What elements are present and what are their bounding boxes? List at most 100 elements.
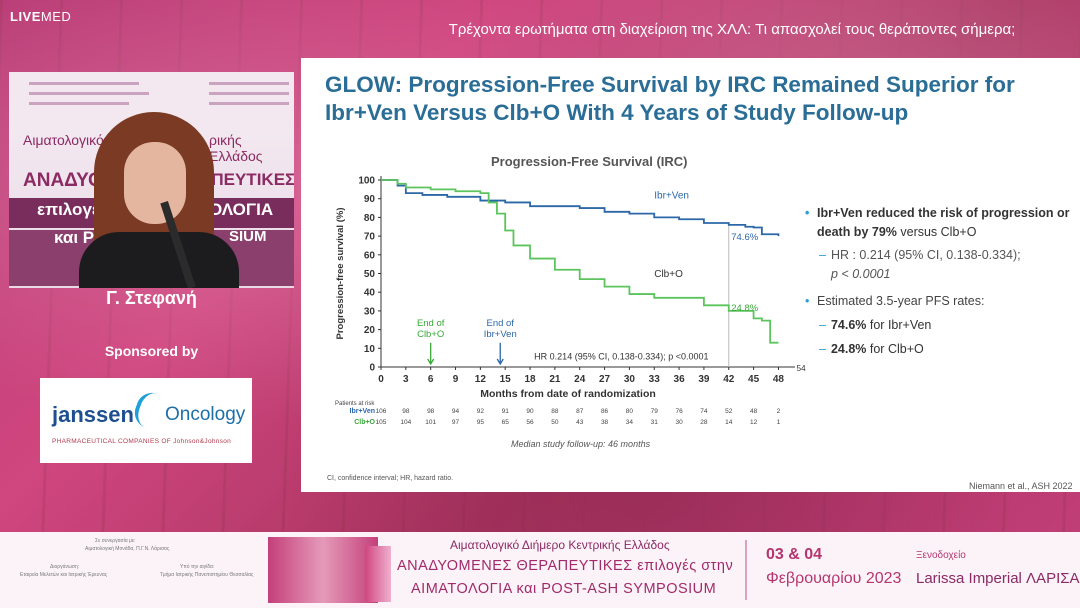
risk-cell: 94: [452, 408, 460, 415]
arrow-down-icon: [496, 342, 504, 366]
x-tick-label: 27: [599, 374, 611, 385]
footer-small-text: Τμήμα Ιατρικής Πανεπιστημίου Θεσσαλίας: [160, 572, 254, 578]
risk-cell: 48: [750, 408, 758, 415]
arrow-down-icon: [427, 342, 435, 366]
backdrop-text: ΟΛΟΓΙΑ: [209, 200, 274, 219]
rate-value: 24.8%: [830, 342, 867, 356]
risk-cell: 34: [626, 419, 634, 426]
livemed-logo: LIVEMED: [10, 9, 72, 24]
x-tick-label: 15: [500, 374, 512, 385]
footer-date-month: Φεβρουαρίου 2023: [766, 570, 902, 587]
risk-cell: 101: [425, 419, 436, 426]
y-tick-label: 40: [364, 288, 376, 299]
risk-cell: 2: [777, 408, 781, 415]
risk-cell: 56: [526, 419, 534, 426]
risk-cell: 86: [601, 408, 609, 415]
end-ibr-label: Ibr+Ven: [484, 329, 517, 340]
rate-ibr: –74.6% for Ibr+Ven: [805, 316, 1075, 335]
key-findings: • Ibr+Ven reduced the risk of progressio…: [805, 204, 1075, 359]
end-clb-label: Clb+O: [417, 329, 444, 340]
footer-divider: [745, 540, 747, 600]
rate-clb-o: 24.8%: [731, 303, 758, 314]
x-tick-label: 0: [378, 374, 384, 385]
backdrop-text: SIUM: [229, 228, 267, 245]
footer-small-text: Εταιρεία Μελετών και Ιατρικής Έρευνας: [20, 572, 108, 578]
risk-cell: 97: [452, 419, 460, 426]
series-line-ibr-ven: [381, 179, 780, 237]
risk-cell: 74: [700, 408, 708, 415]
x-tick-label: 30: [624, 374, 636, 385]
backdrop-text: επιλογέ: [37, 200, 100, 219]
footer-small-text: Υπό την αιγίδα:: [180, 564, 215, 570]
slide-citation: Niemann et al., ASH 2022: [969, 481, 1073, 491]
footer-title-line1: ΑΝΑΔΥΟΜΕΝΕΣ ΘΕΡΑΠΕΥΤΙΚΕΣ επιλογές στην: [397, 558, 734, 574]
median-followup: Median study follow-up: 46 months: [511, 439, 651, 449]
risk-cell: 95: [477, 419, 485, 426]
rate-label: for Clb+O: [866, 342, 924, 356]
risk-table-header: Patients at risk: [335, 401, 375, 407]
risk-cell: 31: [651, 419, 659, 426]
bullet-dot-icon: •: [805, 206, 810, 220]
series-line-clb-o: [381, 179, 779, 344]
footer-venue-name: Larissa Imperial ΛΑΡΙΣΑ: [916, 570, 1080, 587]
risk-cell: 38: [601, 419, 609, 426]
footer-forest-image: [268, 537, 378, 603]
x-tick-label: 18: [524, 374, 536, 385]
hr-text: HR : 0.214 (95% CI, 0.138-0.334);: [830, 248, 1021, 262]
dash-icon: –: [819, 318, 826, 332]
y-tick-label: 70: [364, 232, 376, 243]
risk-cell: 65: [502, 419, 510, 426]
janssen-wordmark: janssen: [52, 402, 134, 427]
risk-cell: 1: [777, 419, 781, 426]
x-tick-label: 33: [649, 374, 661, 385]
y-tick-label: 10: [364, 344, 376, 355]
sponsored-label: Sponsored by: [104, 343, 199, 359]
bullet-pfs-rates: • Estimated 3.5-year PFS rates:: [805, 292, 1075, 311]
risk-cell: 79: [651, 408, 659, 415]
risk-cell: 105: [376, 419, 387, 426]
label-clb-o: Clb+O: [654, 269, 683, 280]
x-tick-label: 42: [723, 374, 735, 385]
risk-table: Ibr+Ven 106 98 98 94 92 91 90 88 87 86 80 79 76 74 52 48…: [350, 408, 781, 426]
footer-venue-label: Ξενοδοχείο: [916, 550, 966, 561]
y-tick-label: 0: [369, 363, 375, 374]
dash-icon: –: [819, 342, 826, 356]
oncology-wordmark: Oncology: [165, 404, 246, 425]
x-tick-label: 24: [574, 374, 586, 385]
janssen-swoosh-icon: [130, 388, 158, 428]
backdrop-text: Αιματολογικό: [23, 132, 104, 148]
chart-title: Progression-Free Survival (IRC): [491, 154, 688, 169]
event-footer: Σε συνεργασία με: Αιματολογική Μονάδα, Π…: [0, 532, 1080, 608]
footer-subtitle: Αιματολογικό Διήμερο Κεντρικής Ελλάδος: [450, 538, 670, 552]
y-tick-label: 80: [364, 213, 376, 224]
risk-cell: 91: [502, 408, 510, 415]
risk-cell: 98: [402, 408, 410, 415]
bullet-risk-reduction: • Ibr+Ven reduced the risk of progressio…: [805, 204, 1075, 242]
end-clb-label: End of: [417, 318, 445, 329]
x-tick-label: 12: [475, 374, 487, 385]
risk-row-name: Clb+O: [354, 419, 375, 426]
x-tick-label: 39: [698, 374, 710, 385]
speaker-video: Αιματολογικό ρικής Ελλάδος ΑΝΑΔΥΟΜ ΡΑΠΕΥ…: [9, 72, 294, 288]
x-tick-label: 21: [549, 374, 561, 385]
y-tick-label: 30: [364, 306, 376, 317]
sponsor-tagline: PHARMACEUTICAL COMPANIES OF Johnson&John…: [52, 438, 232, 445]
sponsor-logo: janssen Oncology PHARMACEUTICAL COMPANIE…: [40, 378, 252, 463]
risk-cell: 92: [477, 408, 485, 415]
chart-lines: [381, 179, 780, 344]
risk-cell: 87: [576, 408, 584, 415]
backdrop-text: ΡΑΠΕΥΤΙΚΕΣ: [189, 170, 294, 189]
x-tick-label: 3: [403, 374, 409, 385]
rate-value: 74.6%: [830, 318, 867, 332]
risk-cell: 80: [626, 408, 634, 415]
backdrop-text: ρικής Ελλάδος: [209, 132, 263, 164]
footer-title-line2: ΑΙΜΑΤΟΛΟΓΙΑ και POST-ASH SYMPOSIUM: [411, 581, 717, 597]
bullet-dot-icon: •: [805, 294, 810, 308]
y-tick-label: 100: [358, 176, 375, 187]
risk-cell: 28: [700, 419, 708, 426]
x-axis-label: Months from date of randomization: [480, 388, 656, 400]
session-title: Τρέχοντα ερωτήματα στη διαχείριση της ΧΛ…: [448, 20, 1016, 38]
risk-cell: 52: [725, 408, 733, 415]
